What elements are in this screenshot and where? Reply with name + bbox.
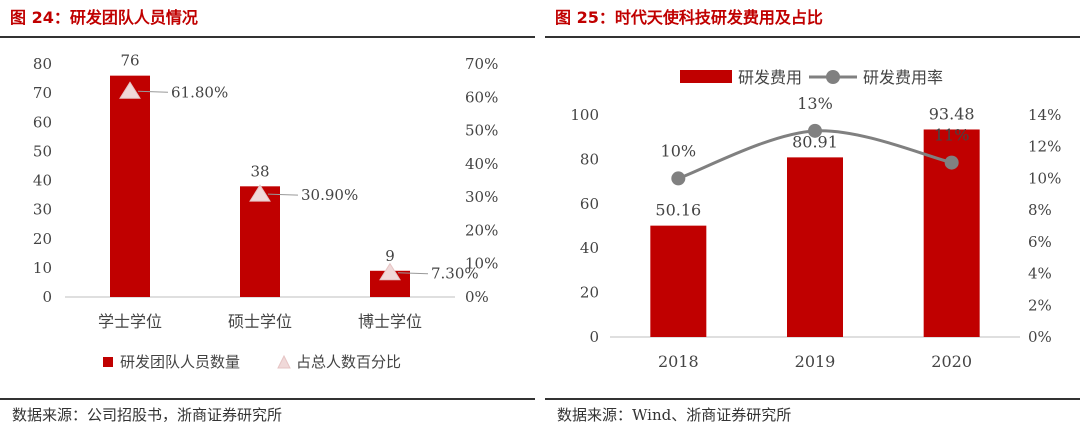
left-bottom-rule xyxy=(0,398,535,400)
x-axis-tick-label: 2019 xyxy=(795,352,836,371)
y2-axis-tick-label: 12% xyxy=(1028,138,1061,156)
legend-label: 研发费用 xyxy=(738,68,802,87)
right-chart-svg: 0 20 40 60 80 100 0% 2% 4% 6% 8% 10% 12% 14% 50.16 2018… xyxy=(570,68,1061,371)
percent-leader-line xyxy=(397,272,429,275)
y2-axis-tick-label: 14% xyxy=(1028,106,1061,124)
y2-axis-tick-label: 40% xyxy=(465,155,498,173)
y-axis-tick-label: 20 xyxy=(580,284,599,302)
legend-swatch-bar xyxy=(680,70,732,83)
y-axis-tick-label: 0 xyxy=(589,328,599,346)
left-top-rule xyxy=(0,36,535,38)
bar-data-label: 93.48 xyxy=(929,104,975,123)
y-axis-tick-label: 60 xyxy=(33,113,52,131)
legend-swatch-bar xyxy=(103,357,113,367)
y2-axis-tick-label: 70% xyxy=(465,55,498,73)
bar xyxy=(110,75,150,298)
percent-leader-line xyxy=(137,90,169,93)
y2-axis-tick-label: 6% xyxy=(1028,233,1052,251)
bar xyxy=(650,225,707,337)
bar-data-label: 76 xyxy=(120,52,139,70)
percent-marker xyxy=(119,81,141,99)
y2-axis-tick-label: 50% xyxy=(465,122,498,140)
percent-data-label: 30.90% xyxy=(301,186,358,204)
legend-label: 研发团队人员数量 xyxy=(120,353,240,371)
bar xyxy=(240,186,280,297)
y2-axis-tick-label: 10% xyxy=(1028,169,1061,187)
bar xyxy=(787,157,843,337)
x-axis-tick-label: 硕士学位 xyxy=(228,312,292,331)
percent-marker xyxy=(249,184,271,202)
left-panel: 图 24：研发团队人员情况 0 10 20 30 40 50 60 70 80 0% 10% 20% 3… xyxy=(0,0,535,432)
bar-data-label: 9 xyxy=(385,247,395,265)
legend-swatch-point xyxy=(826,70,840,84)
x-axis-tick-label: 博士学位 xyxy=(358,312,422,331)
y2-axis-tick-label: 8% xyxy=(1028,201,1052,219)
percent-data-label: 7.30% xyxy=(431,265,479,283)
rate-data-label: 13% xyxy=(797,94,833,113)
y2-axis-tick-label: 0% xyxy=(1028,328,1052,346)
y-axis-tick-label: 10 xyxy=(33,259,52,277)
right-bottom-rule xyxy=(545,398,1080,400)
y-axis-tick-label: 80 xyxy=(33,55,52,73)
left-chart-svg: 0 10 20 30 40 50 60 70 80 0% 10% 20% 30% 40% 50% 60% 70%… xyxy=(33,52,498,371)
x-axis-tick-label: 学士学位 xyxy=(98,312,162,331)
legend-swatch-marker xyxy=(277,354,291,369)
legend-label: 研发费用率 xyxy=(863,68,943,87)
y2-axis-tick-label: 2% xyxy=(1028,296,1052,314)
percent-marker xyxy=(379,262,401,281)
rate-data-label: 11% xyxy=(934,126,970,145)
y2-axis-tick-label: 4% xyxy=(1028,265,1052,283)
y2-axis-tick-label: 10% xyxy=(465,255,498,273)
y-axis-tick-label: 40 xyxy=(580,239,599,257)
y2-axis-tick-label: 20% xyxy=(465,221,498,239)
rate-point xyxy=(671,171,686,186)
right-chart-title: 图 25：时代天使科技研发费用及占比 xyxy=(555,8,823,27)
bar-data-label: 38 xyxy=(250,162,269,180)
y-axis-tick-label: 0 xyxy=(42,288,52,306)
percent-data-label: 61.80% xyxy=(171,83,228,101)
left-chart-title: 图 24：研发团队人员情况 xyxy=(10,8,198,27)
y-axis-tick-label: 80 xyxy=(580,150,599,168)
y-axis-tick-label: 100 xyxy=(570,106,599,124)
y-axis-tick-label: 50 xyxy=(33,142,52,160)
right-top-rule xyxy=(545,36,1080,38)
y-axis-tick-label: 70 xyxy=(33,84,52,102)
bar-data-label: 80.91 xyxy=(792,132,838,151)
y2-axis-tick-label: 30% xyxy=(465,188,498,206)
bar-data-label: 50.16 xyxy=(655,201,701,220)
rate-data-label: 10% xyxy=(661,141,697,160)
legend-label: 占总人数百分比 xyxy=(296,353,401,371)
percent-leader-line xyxy=(267,193,299,196)
y2-axis-tick-label: 0% xyxy=(465,288,489,306)
y2-axis-tick-label: 60% xyxy=(465,88,498,106)
right-panel: 图 25：时代天使科技研发费用及占比 0 20 40 60 80 100 0% 2% 4% 6% 8… xyxy=(545,0,1080,432)
right-source-note: 数据来源：Wind、浙商证券研究所 xyxy=(557,406,792,424)
rate-point xyxy=(944,155,959,170)
left-source-note: 数据来源：公司招股书，浙商证券研究所 xyxy=(12,406,283,424)
y-axis-tick-label: 20 xyxy=(33,230,52,248)
y-axis-tick-label: 30 xyxy=(33,201,52,219)
y-axis-tick-label: 60 xyxy=(580,195,599,213)
x-axis-tick-label: 2018 xyxy=(658,352,699,371)
y-axis-tick-label: 40 xyxy=(33,172,52,190)
x-axis-tick-label: 2020 xyxy=(931,352,972,371)
rate-point xyxy=(808,123,822,138)
